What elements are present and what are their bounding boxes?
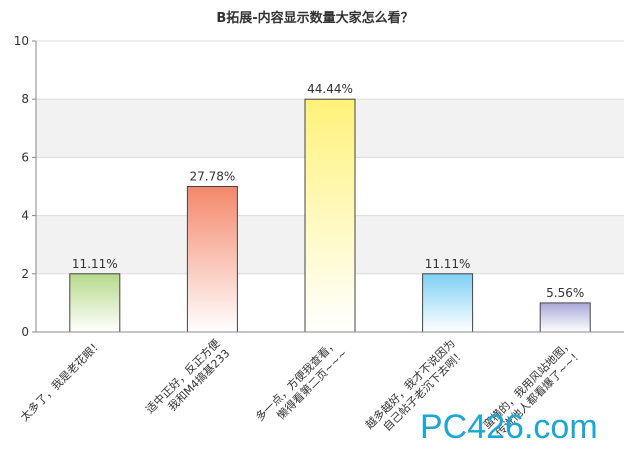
y-tick-label: 10	[14, 34, 29, 48]
data-label: 11.11%	[425, 257, 471, 271]
data-label: 27.78%	[190, 170, 236, 184]
y-tick-label: 0	[21, 325, 29, 339]
data-label: 11.11%	[72, 257, 118, 271]
y-tick-label: 8	[21, 92, 29, 106]
bar	[539, 302, 591, 333]
watermark-logo: PC426.com	[420, 408, 598, 446]
bar	[69, 273, 121, 333]
grid-band	[36, 41, 624, 100]
x-tick-label: 太多了，我是老花眼！	[17, 336, 105, 424]
bar	[304, 98, 356, 333]
bar	[422, 273, 474, 333]
chart-title: B拓展-内容显示数量大家怎么看？	[216, 10, 413, 26]
data-label: 5.56%	[546, 286, 584, 300]
x-tick-label: 多一点，方便我查看，懒得看第二页~~~	[252, 336, 350, 434]
watermark-text: PC426.com	[420, 408, 598, 446]
data-label: 44.44%	[307, 82, 353, 96]
bar	[186, 186, 238, 333]
y-tick-label: 2	[21, 267, 29, 281]
y-tick-label: 4	[21, 209, 29, 223]
y-tick-label: 6	[21, 150, 29, 164]
x-tick-label: 适中正好，反正方便我和M4搞基233	[143, 336, 233, 426]
